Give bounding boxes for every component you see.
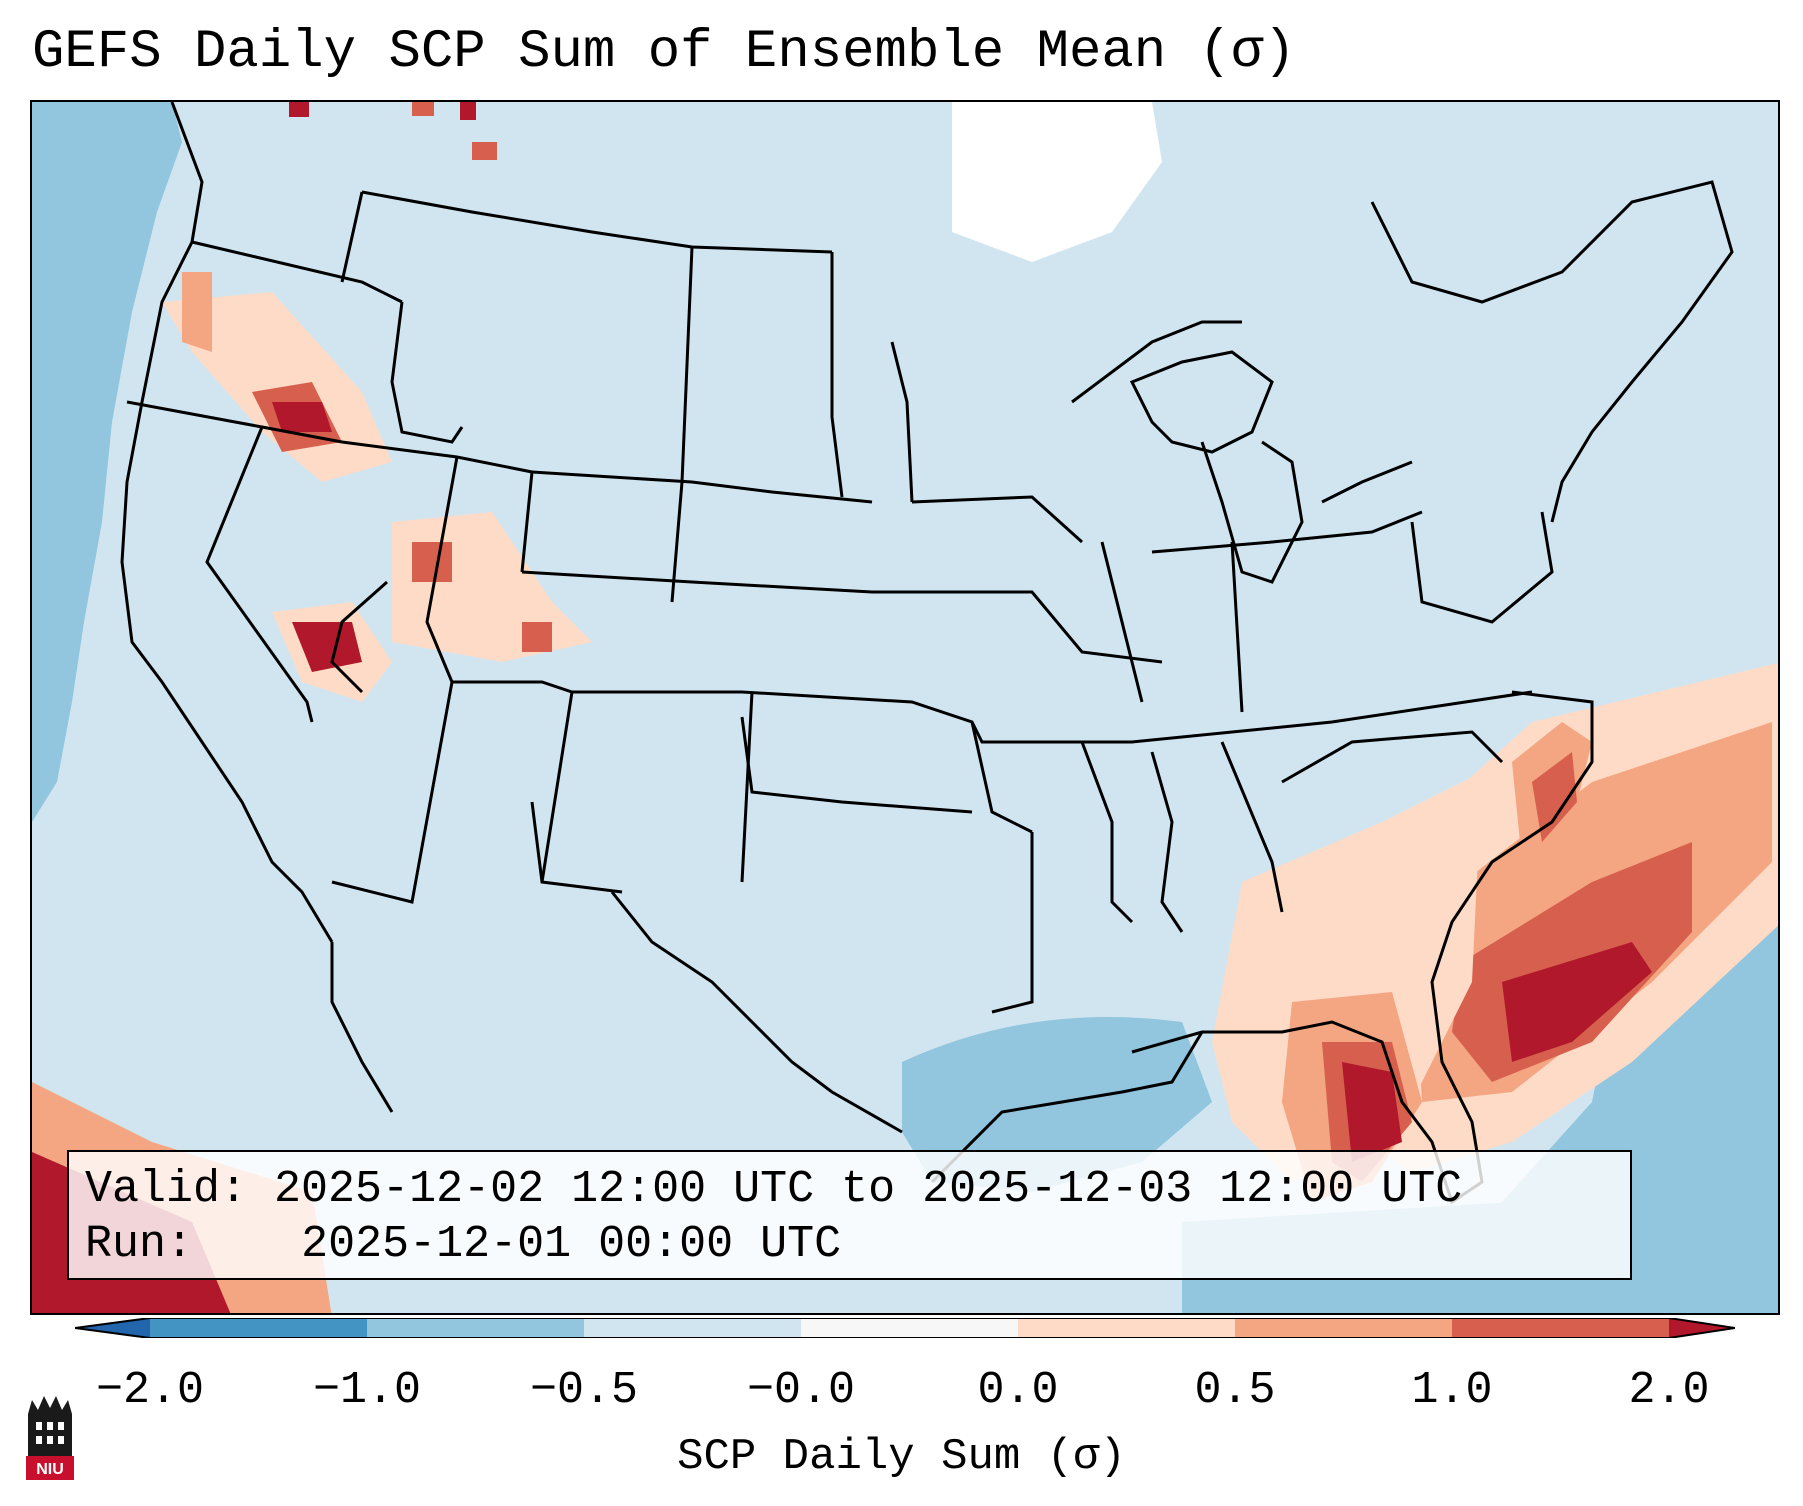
state-boundaries [120,102,1734,1205]
utah-east-mid-region [522,622,552,652]
colorbar-tick: 2.0 [1628,1365,1710,1416]
map-canvas [32,102,1778,1313]
run-line: Run: 2025-12-01 00:00 UTC [85,1217,1614,1272]
colorbar-label: SCP Daily Sum (σ) [677,1432,1126,1482]
utah-mid-region [412,542,452,582]
colorbar [75,1318,1735,1338]
niu-logo-icon: NIU [26,1396,74,1480]
valid-label: Valid: [85,1164,248,1215]
colorbar-tick: 0.0 [977,1365,1059,1416]
utah-pale-region [392,512,592,662]
colorbar-extend-low [75,1318,150,1338]
colorbar-tick: −0.0 [746,1365,856,1416]
info-box: Valid: 2025-12-02 12:00 UTC to 2025-12-0… [67,1150,1632,1280]
colorbar-tick: 1.0 [1411,1365,1493,1416]
canada-white-region [952,102,1162,262]
colorbar-ticks: −2.0 −1.0 −0.5 −0.0 0.0 0.5 1.0 2.0 [0,1365,1803,1425]
canada-spot [289,102,309,117]
colorbar-segment [1452,1318,1669,1338]
canada-spot [460,102,476,120]
canada-spot [472,142,497,160]
colorbar-tick: −0.5 [529,1365,639,1416]
pacific-ocean-region [32,102,182,822]
colorbar-segment [584,1318,801,1338]
colorbar-segment [1235,1318,1452,1338]
colorbar-segment [1018,1318,1235,1338]
oregon-dark-region [272,402,332,432]
niu-logo-text: NIU [36,1461,64,1478]
oregon-coast-region [182,272,212,352]
chart-title: GEFS Daily SCP Sum of Ensemble Mean (σ) [32,22,1296,83]
atlantic-dark-plume [1502,942,1652,1062]
colorbar-segment [801,1318,1018,1338]
colorbar-segment [150,1318,367,1338]
map-panel [30,100,1780,1315]
gulf-ocean-region [902,1017,1212,1192]
florida-dark-region [1342,1062,1402,1162]
run-value: 2025-12-01 00:00 UTC [301,1219,842,1270]
canada-spot [412,102,434,116]
valid-value: 2025-12-02 12:00 UTC to 2025-12-03 12:00… [274,1164,1463,1215]
colorbar-tick: 0.5 [1194,1365,1276,1416]
colorbar-extend-high [1669,1318,1735,1338]
nevada-dark-region [292,622,362,672]
colorbar-tick: −2.0 [95,1365,205,1416]
colorbar-segment [367,1318,584,1338]
valid-line: Valid: 2025-12-02 12:00 UTC to 2025-12-0… [85,1162,1614,1217]
run-label: Run: [85,1219,194,1270]
carolina-mid-region [1532,752,1577,842]
colorbar-tick: −1.0 [312,1365,422,1416]
